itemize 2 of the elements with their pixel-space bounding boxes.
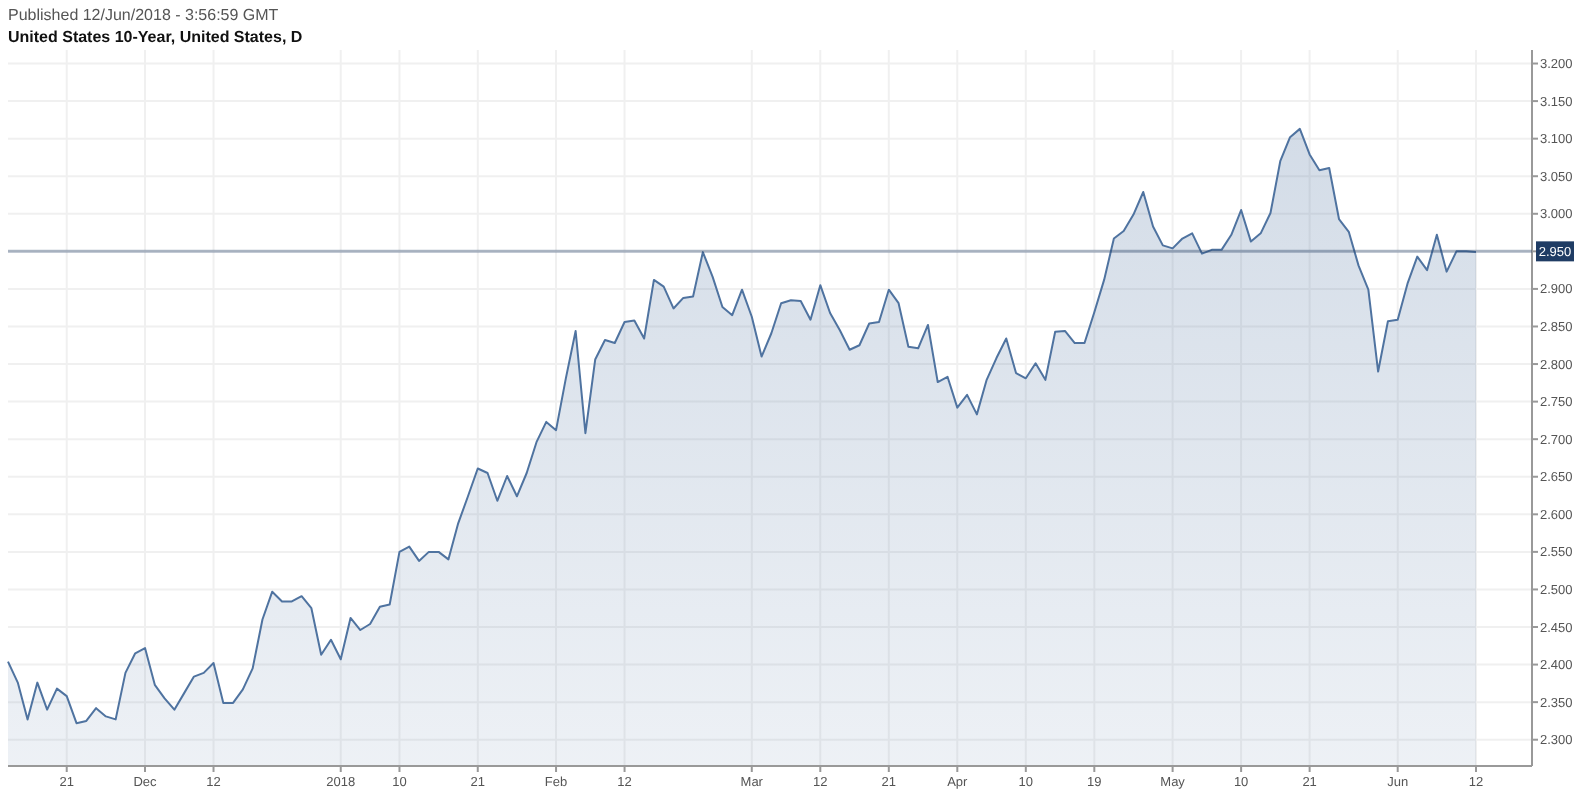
text: Published 12/Jun/2018 - 3:56:59 GMT bbox=[8, 6, 279, 24]
chart-title: United States 10-Year, United States, D bbox=[8, 28, 303, 46]
